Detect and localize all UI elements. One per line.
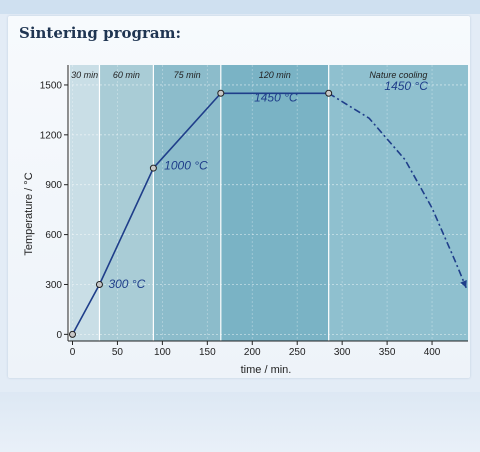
x-tick-label: 200 — [244, 347, 261, 358]
series-cooling-line — [328, 92, 467, 289]
phase-band — [328, 65, 468, 341]
data-markers — [68, 89, 333, 338]
y-tick-label: 300 — [45, 280, 62, 291]
data-label: 1450 °C — [384, 79, 428, 93]
y-tick-label: 900 — [45, 180, 62, 191]
data-point — [68, 330, 76, 338]
grid-lines — [68, 65, 468, 341]
data-point — [95, 280, 103, 288]
phase-bands — [68, 65, 468, 341]
y-tick-label: 0 — [56, 330, 62, 341]
data-labels: 300 °C 1000 °C 1450 °C 1450 °C — [108, 79, 428, 291]
x-tick-label: 100 — [154, 347, 171, 358]
y-axis-label: Temperature / °C — [23, 172, 35, 255]
y-tick-label: 1200 — [40, 130, 63, 141]
data-label: 1000 °C — [164, 159, 208, 173]
x-tick-label: 0 — [70, 347, 76, 358]
phase-label: 60 min — [113, 70, 140, 80]
phase-band — [153, 65, 221, 341]
phase-label: 120 min — [259, 70, 291, 80]
data-point — [217, 89, 225, 97]
top-strip — [0, 0, 480, 14]
data-point — [325, 89, 333, 97]
x-tick-label: 350 — [379, 347, 396, 358]
tick-labels: 0 50 100 150 200 250 300 350 400 0 300 600 900 1200 15… — [40, 80, 441, 358]
phase-labels: 30 min 60 min 75 min 120 min Nature cooling — [71, 70, 427, 80]
axes — [64, 65, 468, 345]
x-tick-label: 150 — [199, 347, 216, 358]
phase-label: 75 min — [174, 70, 201, 80]
y-tick-label: 600 — [45, 230, 62, 241]
x-axis-label: time / min. — [241, 364, 292, 376]
bottom-band — [0, 392, 480, 452]
phase-band — [99, 65, 154, 341]
phase-label: Nature cooling — [369, 70, 427, 80]
phase-band — [220, 65, 329, 341]
data-label: 1450 °C — [254, 91, 298, 105]
data-label: 300 °C — [108, 277, 145, 291]
x-tick-label: 300 — [334, 347, 351, 358]
x-tick-label: 250 — [289, 347, 306, 358]
page-title: Sintering program: — [19, 24, 182, 42]
y-tick-label: 1500 — [40, 80, 63, 91]
phase-label: 30 min — [71, 70, 98, 80]
phase-band — [69, 65, 100, 341]
data-point — [149, 164, 157, 172]
cooling-arrow-icon — [460, 279, 467, 288]
x-tick-label: 400 — [424, 347, 441, 358]
x-tick-label: 50 — [112, 347, 124, 358]
